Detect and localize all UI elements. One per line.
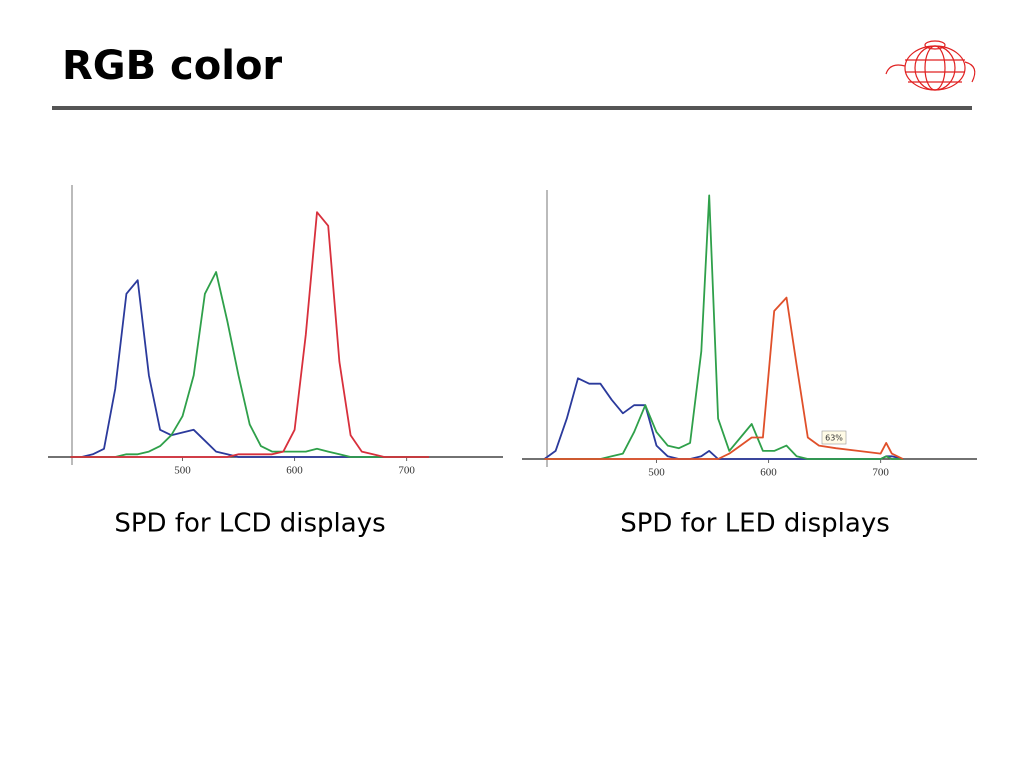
series-line — [70, 271, 429, 458]
title-rule — [52, 106, 972, 110]
annotation-box — [821, 430, 847, 445]
series-line — [544, 194, 903, 460]
chart-caption: SPD for LCD displays — [114, 509, 385, 539]
x-tick-label: 500 — [648, 467, 665, 479]
x-tick-label: 600 — [286, 465, 303, 477]
teapot-logo — [885, 40, 976, 91]
series-line — [70, 279, 429, 458]
annotation: 63% — [825, 434, 843, 443]
x-tick-label: 600 — [760, 467, 777, 479]
chart-caption: SPD for LED displays — [620, 509, 890, 539]
series-line — [70, 211, 429, 458]
series-line — [543, 377, 904, 460]
x-tick-label: 700 — [398, 465, 415, 477]
x-tick-label: 500 — [174, 465, 191, 477]
slide-title: RGB color — [62, 43, 282, 89]
series-line — [544, 296, 904, 460]
x-tick-label: 700 — [872, 467, 889, 479]
charts: 500 600 700 SPD for LCD displays 500 600 700 63… — [48, 185, 977, 539]
